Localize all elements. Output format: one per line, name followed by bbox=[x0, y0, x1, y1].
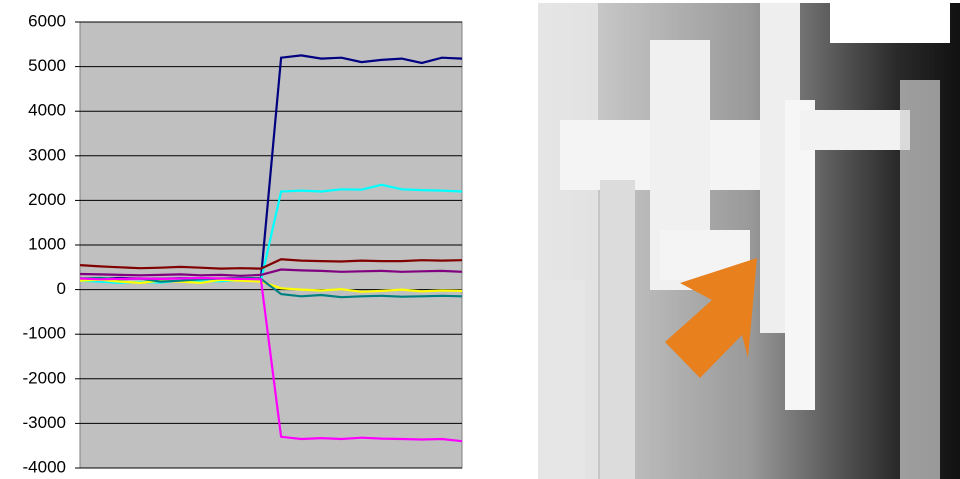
figure: -4000 -3000 -2000 -1000 0 1000 2000 3000 4000 500… bbox=[0, 0, 960, 479]
y-tick-label: 5000 bbox=[28, 56, 66, 75]
y-tick-label: -2000 bbox=[23, 368, 66, 387]
y-tick-label: 3000 bbox=[28, 145, 66, 164]
y-tick-label: -4000 bbox=[23, 457, 66, 476]
y-tick-label: 0 bbox=[57, 279, 66, 298]
y-tick-label: 4000 bbox=[28, 101, 66, 120]
y-tick-label: -1000 bbox=[23, 324, 66, 343]
y-tick-label: 1000 bbox=[28, 234, 66, 253]
xray-image bbox=[538, 3, 960, 479]
y-tick-label: -3000 bbox=[23, 413, 66, 432]
y-tick-label: 2000 bbox=[28, 190, 66, 209]
y-tick-label: 6000 bbox=[28, 11, 66, 30]
page: -4000 -3000 -2000 -1000 0 1000 2000 3000 4000 500… bbox=[0, 0, 960, 479]
